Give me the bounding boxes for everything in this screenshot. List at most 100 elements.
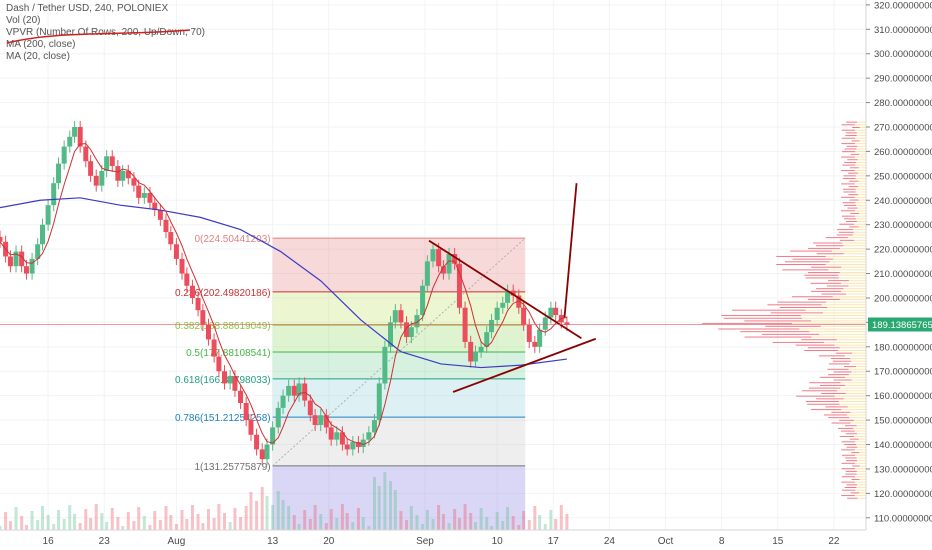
price-tick-label: 120.00000000 xyxy=(874,489,932,500)
vpvr-row-up xyxy=(856,425,866,427)
time-axis-bg xyxy=(0,530,932,550)
vpvr-row-up xyxy=(843,253,866,255)
price-tick-label: 130.00000000 xyxy=(874,464,932,475)
vpvr-row-down xyxy=(841,137,856,139)
vpvr-row-down xyxy=(770,312,824,314)
price-tick-label: 260.00000000 xyxy=(874,147,932,158)
volume-bar xyxy=(78,523,82,530)
vpvr-row-up xyxy=(809,331,866,333)
vpvr-row-down xyxy=(791,296,833,298)
vpvr-row-up xyxy=(857,121,866,123)
vpvr-row-up xyxy=(851,371,866,373)
trendline[interactable] xyxy=(428,239,582,340)
vpvr-row-down xyxy=(845,433,857,435)
candle-body xyxy=(280,395,286,408)
vpvr-row-up xyxy=(838,274,866,276)
vpvr-row-up xyxy=(854,435,866,437)
vpvr-row-up xyxy=(853,231,866,233)
vpvr-row-down xyxy=(805,277,839,279)
vpvr-row-down xyxy=(841,462,855,464)
vpvr-row-down xyxy=(846,145,858,147)
candle-body xyxy=(136,185,142,198)
price-tick-label: 200.00000000 xyxy=(874,293,932,304)
vpvr-row-down xyxy=(821,293,846,295)
price-tick-label: 160.00000000 xyxy=(874,391,932,402)
vpvr-row-down xyxy=(827,368,849,370)
price-tick-label: 170.00000000 xyxy=(874,367,932,378)
vpvr-row-up xyxy=(848,285,866,287)
candle-body xyxy=(350,442,356,450)
vpvr-row-down xyxy=(845,135,857,137)
vpvr-row-up xyxy=(855,489,866,491)
volume-bar xyxy=(415,515,419,530)
fib-level-label[interactable]: 0.382(188.88619049) xyxy=(175,321,271,332)
legend-volume[interactable]: Vol (20) xyxy=(6,15,41,26)
vpvr-row-down xyxy=(816,398,844,400)
volume-bar xyxy=(425,510,429,530)
vpvr-row-down xyxy=(765,325,821,327)
legend-vpvr[interactable]: VPVR (Number Of Rows, 200, Up/Down, 70) xyxy=(6,27,205,38)
fib-level-label[interactable]: 0(224.50441203) xyxy=(194,234,270,245)
vpvr-row-down xyxy=(838,231,854,233)
vpvr-row-down xyxy=(777,301,827,303)
vpvr-row-down xyxy=(847,497,858,499)
vpvr-row-down xyxy=(842,164,856,166)
vpvr-row-down xyxy=(810,409,842,411)
candle-body xyxy=(318,415,324,425)
candle-body xyxy=(446,254,452,274)
legend-ma20[interactable]: MA (20, close) xyxy=(6,51,70,62)
vpvr-row-down xyxy=(819,384,846,386)
fibonacci-retracement[interactable]: 0(224.50441203) 0.236(202.49820186) 0.382(… xyxy=(175,234,526,530)
candle-body xyxy=(67,136,73,147)
volume-bar xyxy=(30,511,34,530)
volume-bar xyxy=(329,509,333,530)
price-tick-label: 290.00000000 xyxy=(874,74,932,85)
vpvr-row-down xyxy=(848,186,859,188)
vpvr-row-up xyxy=(826,301,866,303)
volume-bar xyxy=(180,510,184,530)
fib-level-label[interactable]: 0.786(151.21254258) xyxy=(175,413,271,424)
candle-body xyxy=(275,407,281,428)
time-tick-label: 22 xyxy=(828,536,840,547)
vpvr-row-down xyxy=(795,344,835,346)
price-axis[interactable]: 110.00000000 120.00000000 130.00000000 140.… xyxy=(865,0,932,550)
vpvr-row-up xyxy=(859,465,866,467)
volume-bar xyxy=(473,522,477,530)
volume-bar xyxy=(308,519,312,530)
vpvr-row-up xyxy=(832,296,866,298)
vpvr-row-down xyxy=(843,204,857,206)
volume-bar xyxy=(543,524,547,530)
volume-bar xyxy=(506,507,510,530)
vpvr-row-up xyxy=(856,221,866,223)
volume-bar xyxy=(361,517,365,530)
candle-body xyxy=(291,385,297,396)
volume-bar xyxy=(522,511,526,530)
candle-body xyxy=(227,376,233,384)
vpvr-row-up xyxy=(854,210,866,212)
vpvr-row-down xyxy=(815,245,844,247)
fib-level-label[interactable]: 1(131.25775879) xyxy=(194,462,270,473)
legend-ma200[interactable]: MA (200, close) xyxy=(6,39,76,50)
vpvr-row-down xyxy=(767,304,822,306)
vpvr-row-up xyxy=(855,164,866,166)
candle-body xyxy=(494,307,500,320)
vpvr-row-up xyxy=(850,411,866,413)
volume-bar xyxy=(244,506,248,530)
candle-body xyxy=(83,146,89,162)
candle-body xyxy=(264,444,270,460)
candle-body xyxy=(184,273,190,286)
trendline[interactable] xyxy=(563,183,578,318)
fib-level-label[interactable]: 0.236(202.49820186) xyxy=(175,288,271,299)
trendline-drawings[interactable] xyxy=(0,183,866,393)
vpvr-row-down xyxy=(779,306,828,308)
vpvr-row-down xyxy=(831,411,851,413)
trendline[interactable] xyxy=(452,337,597,393)
candle-body xyxy=(23,266,29,274)
time-axis[interactable]: 16 23 Aug 13 20 Sep 10 17 24 Oct 8 15 22 xyxy=(0,529,932,550)
vpvr-row-down xyxy=(796,395,835,397)
vpvr-row-down xyxy=(844,444,857,446)
price-tick-label: 300.00000000 xyxy=(874,49,932,60)
fib-level-label[interactable]: 0.5(177.88108541) xyxy=(186,348,271,359)
volume-bar xyxy=(517,525,521,530)
